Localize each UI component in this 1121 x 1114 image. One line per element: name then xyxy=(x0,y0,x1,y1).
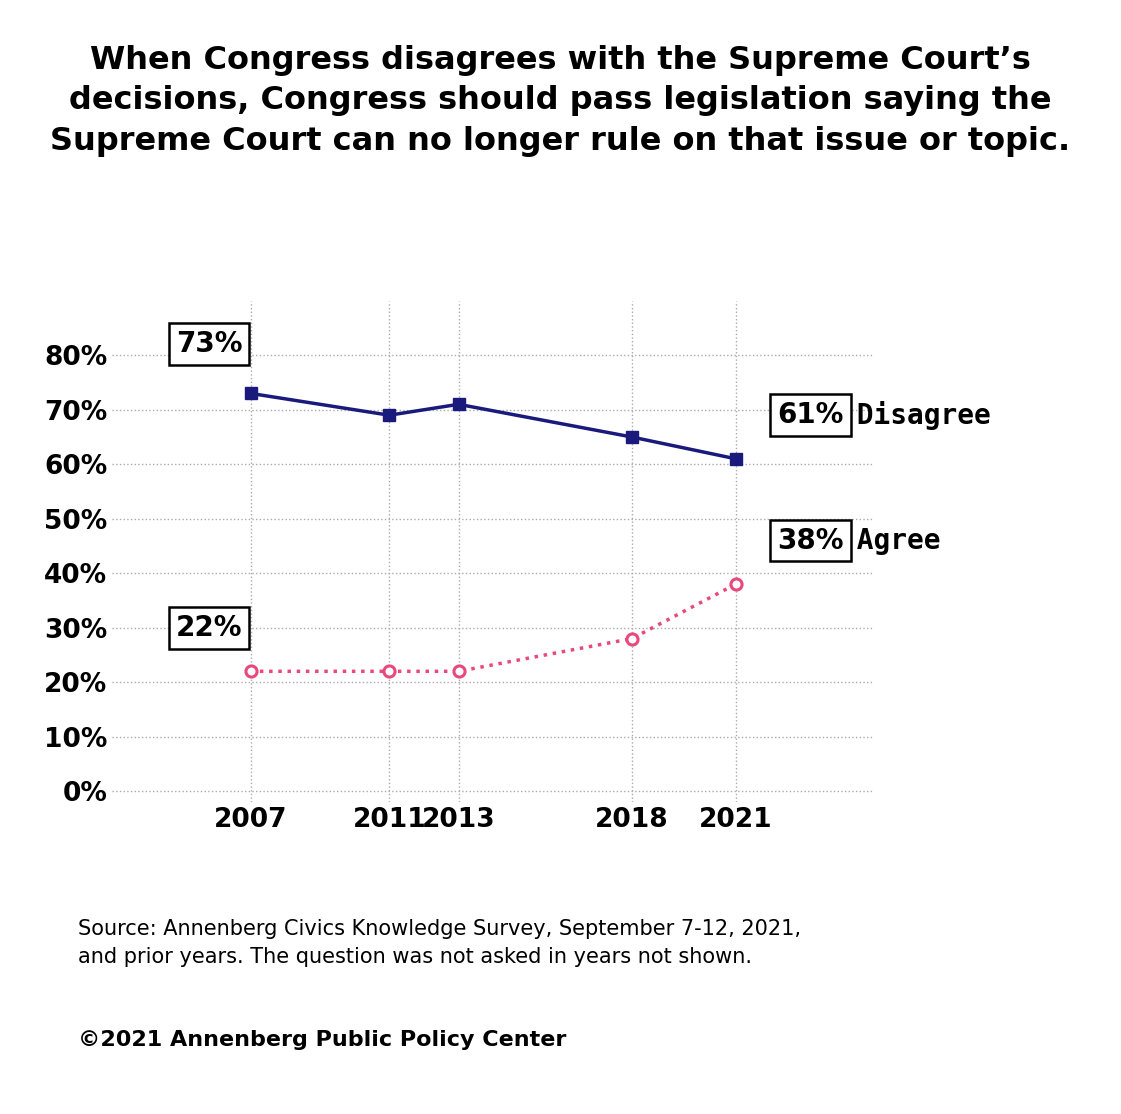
Text: Agree: Agree xyxy=(840,527,941,555)
Text: When Congress disagrees with the Supreme Court’s
decisions, Congress should pass: When Congress disagrees with the Supreme… xyxy=(50,45,1071,157)
Text: Source: Annenberg Civics Knowledge Survey, September 7-12, 2021,
and prior years: Source: Annenberg Civics Knowledge Surve… xyxy=(78,919,802,967)
Text: 38%: 38% xyxy=(777,527,844,555)
Text: Disagree: Disagree xyxy=(840,401,991,430)
Text: 22%: 22% xyxy=(176,614,242,642)
Text: ©2021 Annenberg Public Policy Center: ©2021 Annenberg Public Policy Center xyxy=(78,1030,567,1051)
Text: 61%: 61% xyxy=(777,401,844,429)
Text: 73%: 73% xyxy=(176,331,242,359)
